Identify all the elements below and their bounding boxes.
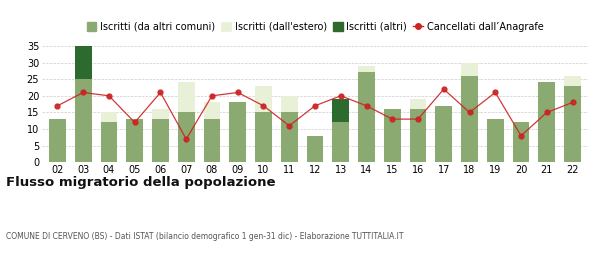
Text: Flusso migratorio della popolazione: Flusso migratorio della popolazione	[6, 176, 275, 189]
Bar	[178, 113, 194, 162]
Bar	[178, 83, 194, 113]
Text: COMUNE DI CERVENO (BS) - Dati ISTAT (bilancio demografico 1 gen-31 dic) - Elabor: COMUNE DI CERVENO (BS) - Dati ISTAT (bil…	[6, 232, 404, 241]
Legend: Iscritti (da altri comuni), Iscritti (dall'estero), Iscritti (altri), Cancellati: Iscritti (da altri comuni), Iscritti (da…	[86, 22, 544, 32]
Bar	[332, 99, 349, 122]
Bar	[358, 73, 375, 162]
Bar	[101, 122, 118, 162]
Bar	[436, 106, 452, 162]
Bar	[255, 86, 272, 113]
Bar	[538, 83, 555, 162]
Bar	[358, 66, 375, 73]
Bar	[49, 119, 66, 162]
Bar	[75, 46, 92, 79]
Bar	[384, 109, 401, 162]
Bar	[281, 113, 298, 162]
Bar	[203, 102, 220, 119]
Bar	[512, 122, 529, 162]
Bar	[487, 119, 503, 162]
Bar	[564, 76, 581, 86]
Bar	[461, 62, 478, 76]
Bar	[203, 119, 220, 162]
Bar	[75, 79, 92, 162]
Bar	[307, 136, 323, 162]
Bar	[410, 109, 427, 162]
Bar	[461, 76, 478, 162]
Bar	[229, 102, 246, 162]
Bar	[152, 119, 169, 162]
Bar	[255, 113, 272, 162]
Bar	[332, 122, 349, 162]
Bar	[101, 113, 118, 122]
Bar	[410, 99, 427, 109]
Bar	[564, 86, 581, 162]
Bar	[281, 96, 298, 113]
Bar	[127, 119, 143, 162]
Bar	[152, 109, 169, 119]
